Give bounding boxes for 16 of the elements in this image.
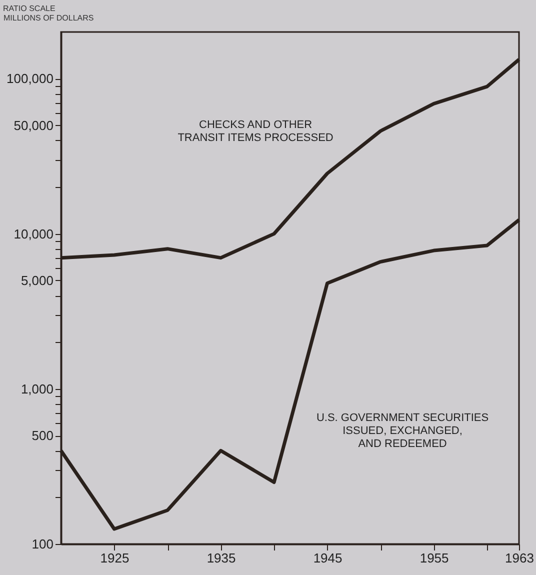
x-tick-label: 1945 <box>313 550 342 566</box>
y-tick-label: 5,000 <box>20 272 54 288</box>
y-tick-label: 500 <box>32 428 54 444</box>
y-tick-label: 1,000 <box>20 381 54 396</box>
y-tick-label: 100 <box>32 536 54 552</box>
y-tick-label: 10,000 <box>14 226 54 242</box>
y-axis-title: MILLIONS OF DOLLARS <box>4 14 94 22</box>
x-tick-label: 1963 <box>505 550 534 566</box>
x-tick-label: 1955 <box>420 550 449 566</box>
x-tick-label: 1925 <box>100 550 130 566</box>
series-label: CHECKS AND OTHER TRANSIT ITEMS PROCESSED <box>178 119 334 144</box>
text: RATIO SCALE <box>3 4 56 13</box>
text: U.S. GOVERNMENT SECURITIES ISSUED, EXCHANGED, AND REDEEMED <box>316 412 489 450</box>
y-tick-label: 50,000 <box>14 118 54 133</box>
y-tick-label: 100,000 <box>6 71 54 86</box>
x-tick-label: 1935 <box>206 550 236 566</box>
